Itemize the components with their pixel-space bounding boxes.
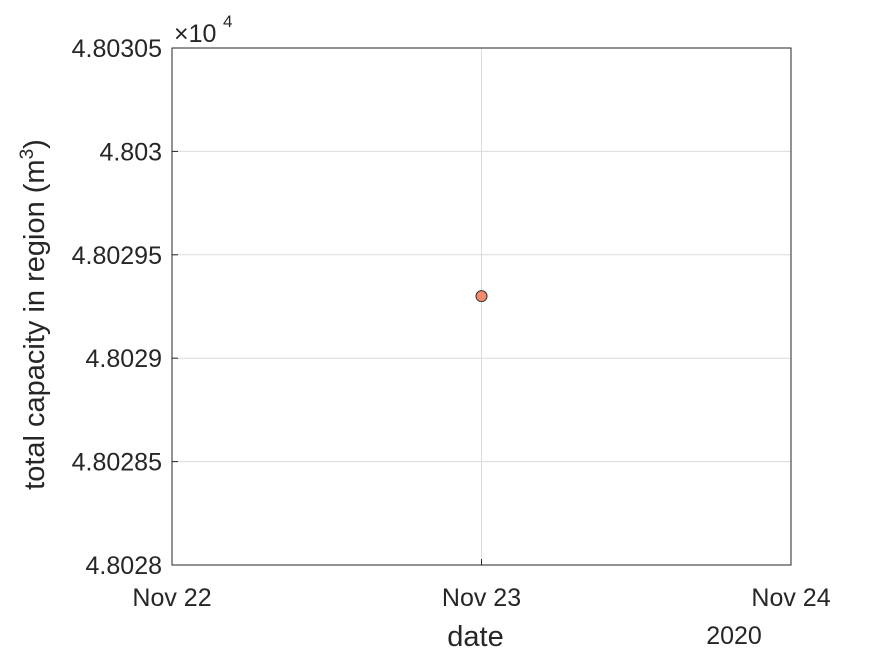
y-tick-label: 4.8028: [86, 552, 162, 580]
x-tick-label: Nov 24: [751, 584, 830, 612]
data-points: [475, 290, 488, 303]
y-axis-label: total capacity in region (m3): [17, 139, 51, 490]
y-tick-label: 4.80285: [72, 449, 162, 477]
y-tick-label: 4.80295: [72, 242, 162, 270]
x-tick-label: Nov 23: [442, 584, 521, 612]
grid-lines: [172, 48, 791, 565]
y-tick-label: 4.80305: [72, 35, 162, 63]
data-point: [475, 290, 488, 303]
y-axis-label-close: ): [19, 139, 51, 149]
x-tick-label: Nov 22: [132, 584, 211, 612]
x-axis-label: date: [447, 621, 503, 653]
y-tick-label: 4.803: [99, 138, 162, 166]
y-axis-ticks: 4.8028 4.80285 4.8029 4.80295 4.803 4.80305: [72, 35, 178, 580]
y-tick-label: 4.8029: [86, 345, 162, 373]
x-axis-ticks: Nov 22 Nov 23 Nov 24: [132, 559, 831, 612]
y-multiplier-exponent: 4: [223, 12, 232, 31]
y-axis-label-superscript: 3: [17, 149, 38, 160]
y-axis-label-main: total capacity in region (m: [19, 159, 51, 489]
y-multiplier-base: ×10: [174, 20, 216, 48]
x-axis-year-label: 2020: [706, 622, 762, 650]
